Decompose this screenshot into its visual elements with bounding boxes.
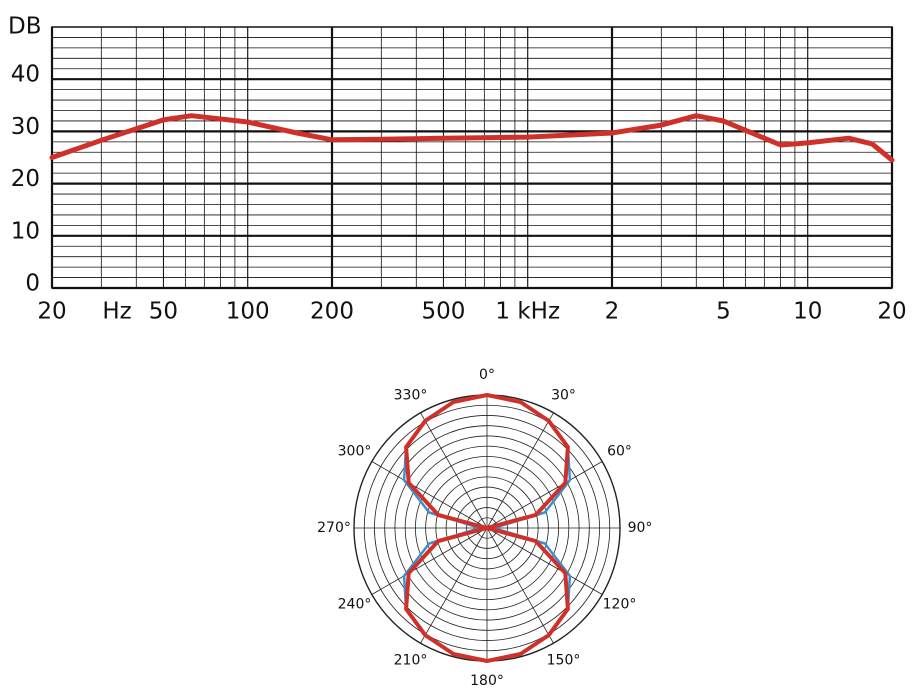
angle-label: 150° [547,653,581,669]
x-tick-label: 20 [37,299,66,325]
angle-label: 90° [628,520,653,536]
angle-label: 120° [603,597,637,613]
x-tick-label: 500 [421,299,465,325]
response-line [49,113,895,163]
x-tick-label: 5 [716,299,731,325]
x-tick-label: 100 [226,299,270,325]
x-tick-label: 200 [310,299,354,325]
polar-spoke [420,412,488,529]
polar-spoke [486,527,554,644]
angle-label: 330° [394,387,428,403]
polar-spoke [486,461,603,529]
x-tick-label: 10 [793,299,822,325]
angle-label: 240° [338,597,372,613]
polar-pattern [404,393,570,663]
polar-spoke [371,527,488,595]
y-tick-label: 0 [25,271,40,297]
x-unit-label: Hz [102,299,131,325]
angle-label: 300° [338,444,372,460]
x-tick-label: 1 kHz [495,299,560,325]
angle-label: 270° [317,520,351,536]
angle-label: 60° [607,444,632,460]
polar-spoke [486,527,603,595]
y-tick-label: 20 [11,166,40,192]
y-tick-label: 40 [11,62,40,88]
y-tick-label: 10 [11,218,40,244]
polar-spoke [486,412,554,529]
angle-label: 210° [394,653,428,669]
x-tick-label: 2 [605,299,620,325]
y-axis-label: DB [8,14,42,40]
angle-label: 180° [470,673,504,689]
plot-frame [51,26,893,289]
polar-spoke [371,461,488,529]
angle-label: 30° [551,387,576,403]
angle-label: 0° [479,367,495,383]
polar-spoke [420,527,488,644]
x-tick-label: 50 [149,299,178,325]
y-tick-label: 30 [11,114,40,140]
x-tick-label: 20 [877,299,906,325]
